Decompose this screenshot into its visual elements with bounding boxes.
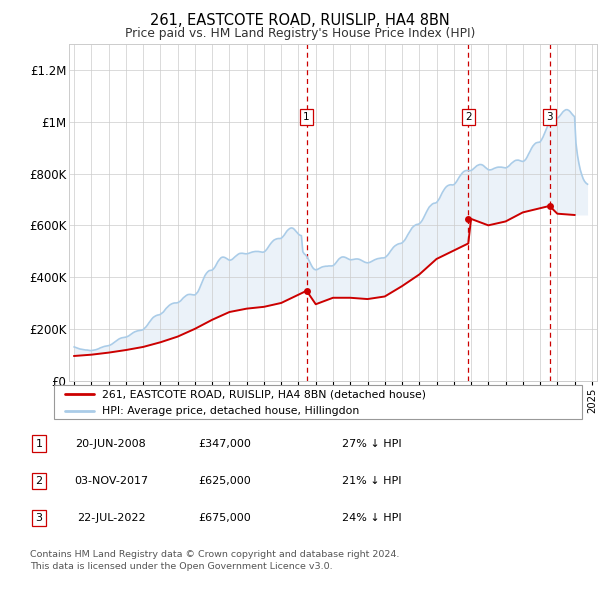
Text: 22-JUL-2022: 22-JUL-2022 (77, 513, 145, 523)
Text: 1: 1 (35, 439, 43, 448)
Text: Price paid vs. HM Land Registry's House Price Index (HPI): Price paid vs. HM Land Registry's House … (125, 27, 475, 40)
Text: 20-JUN-2008: 20-JUN-2008 (76, 439, 146, 448)
Text: 261, EASTCOTE ROAD, RUISLIP, HA4 8BN (detached house): 261, EASTCOTE ROAD, RUISLIP, HA4 8BN (de… (101, 389, 425, 399)
Text: £625,000: £625,000 (199, 476, 251, 486)
Text: £675,000: £675,000 (199, 513, 251, 523)
Text: 2: 2 (465, 112, 472, 122)
Text: 1: 1 (303, 112, 310, 122)
Text: 3: 3 (35, 513, 43, 523)
FancyBboxPatch shape (54, 385, 582, 419)
Text: 24% ↓ HPI: 24% ↓ HPI (342, 513, 402, 523)
Text: 21% ↓ HPI: 21% ↓ HPI (342, 476, 402, 486)
Text: 3: 3 (546, 112, 553, 122)
Text: Contains HM Land Registry data © Crown copyright and database right 2024.: Contains HM Land Registry data © Crown c… (30, 550, 400, 559)
Text: HPI: Average price, detached house, Hillingdon: HPI: Average price, detached house, Hill… (101, 407, 359, 417)
Text: 261, EASTCOTE ROAD, RUISLIP, HA4 8BN: 261, EASTCOTE ROAD, RUISLIP, HA4 8BN (150, 13, 450, 28)
Text: £347,000: £347,000 (199, 439, 251, 448)
Text: 03-NOV-2017: 03-NOV-2017 (74, 476, 148, 486)
Text: This data is licensed under the Open Government Licence v3.0.: This data is licensed under the Open Gov… (30, 562, 332, 571)
Text: 2: 2 (35, 476, 43, 486)
Text: 27% ↓ HPI: 27% ↓ HPI (342, 439, 402, 448)
